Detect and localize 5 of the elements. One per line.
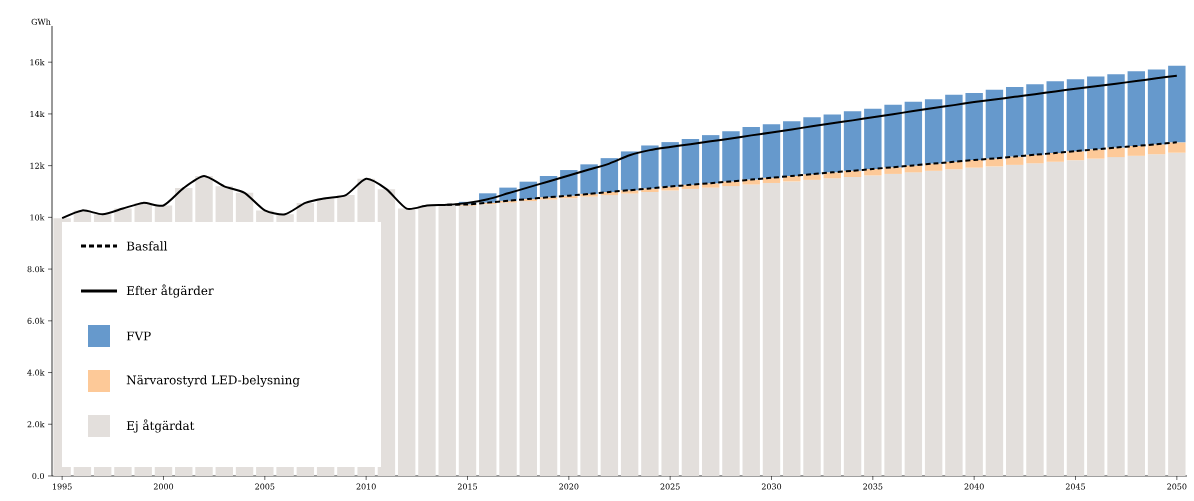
legend-label: Ej åtgärdat xyxy=(126,419,195,433)
legend-label: Basfall xyxy=(126,241,168,251)
legend-label: Efter åtgärder xyxy=(126,284,214,298)
legend-label: Närvarostyrd LED-belysning xyxy=(126,375,300,387)
legend-label: FVP xyxy=(126,331,151,341)
